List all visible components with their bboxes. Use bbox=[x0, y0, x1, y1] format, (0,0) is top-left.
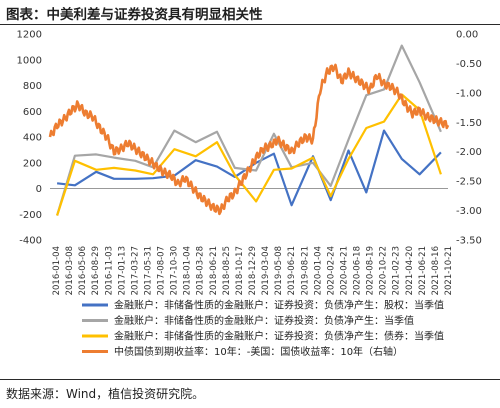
x-tick-label: 2018-12-29 bbox=[248, 246, 258, 295]
series-line-2 bbox=[56, 44, 442, 216]
x-tick-label: 2020-04-21 bbox=[340, 246, 350, 295]
x-tick-label: 2021-08-16 bbox=[431, 246, 441, 295]
legend-label: 金融账户：非储备性质的金融账户：证券投资：负债净产生：债券：当季值 bbox=[114, 330, 444, 343]
right-tick-label: -0.50 bbox=[456, 59, 482, 70]
x-tick-label: 2019-06-21 bbox=[287, 246, 297, 295]
left-tick-label: -400 bbox=[19, 236, 42, 247]
x-tick-label: 2021-04-20 bbox=[405, 246, 415, 295]
left-tick-label: 0 bbox=[36, 184, 42, 195]
legend: 金融账户：非储备性质的金融账户：证券投资：负债净产生：股权：当季值金融账户：非储… bbox=[82, 299, 444, 358]
chart-title: 图表：中美利差与证券投资具有明显相关性 bbox=[6, 7, 263, 23]
series-line-4 bbox=[48, 63, 450, 216]
x-tick-label: 2018-03-28 bbox=[196, 246, 206, 295]
data-source: 数据来源：Wind，植信投资研究院。 bbox=[6, 387, 205, 401]
x-tick-label: 2021-10-21 bbox=[444, 246, 454, 295]
right-tick-label: -3.00 bbox=[456, 206, 482, 217]
x-tick-label: 2019-08-21 bbox=[300, 246, 310, 295]
chart-canvas: 1200 1000 800 600 400 200 0 -200 -400 0.00 -0.50 -… bbox=[17, 30, 482, 359]
x-tick-label: 2018-06-21 bbox=[209, 246, 219, 295]
x-tick-label: 2018-08-25 bbox=[222, 246, 232, 295]
left-tick-label: 1000 bbox=[17, 55, 42, 66]
x-tick-label: 2016-05-06 bbox=[78, 246, 88, 295]
x-tick-label: 2016-01-04 bbox=[52, 246, 62, 295]
x-tick-label: 2020-10-22 bbox=[379, 246, 389, 295]
left-tick-label: 1200 bbox=[17, 30, 42, 41]
source-bar: 数据来源：Wind，植信投资研究院。 bbox=[0, 379, 500, 408]
series-layer bbox=[48, 44, 450, 216]
x-tick-label: 2017-05-31 bbox=[144, 246, 154, 295]
right-tick-label: -1.50 bbox=[456, 118, 482, 129]
legend-label: 金融账户：非储备性质的金融账户：证券投资：负债净产生：股权：当季值 bbox=[114, 299, 444, 312]
left-tick-label: -200 bbox=[19, 210, 42, 221]
x-tick-label: 2021-06-21 bbox=[418, 246, 428, 295]
x-tick-label: 2017-03-27 bbox=[130, 246, 140, 295]
left-tick-label: 200 bbox=[23, 158, 42, 169]
left-tick-label: 800 bbox=[23, 81, 42, 92]
series-line-3 bbox=[56, 93, 442, 216]
x-tick-label: 2020-02-24 bbox=[326, 246, 336, 295]
left-axis-ticks: 1200 1000 800 600 400 200 0 -200 -400 bbox=[17, 30, 42, 247]
x-tick-label: 2016-03-08 bbox=[65, 246, 75, 295]
x-tick-label: 2017-08-07 bbox=[157, 246, 167, 295]
x-tick-label: 2016-11-03 bbox=[104, 246, 114, 295]
x-tick-label: 2019-03-04 bbox=[261, 246, 271, 295]
left-tick-label: 600 bbox=[23, 107, 42, 118]
x-tick-label: 2018-01-04 bbox=[183, 246, 193, 295]
x-tick-label: 2020-01-04 bbox=[313, 246, 323, 295]
x-tick-label: 2017-01-13 bbox=[117, 246, 127, 295]
right-tick-label: -3.50 bbox=[456, 236, 482, 247]
x-tick-label: 2016-08-29 bbox=[91, 246, 101, 295]
right-tick-label: 0.00 bbox=[456, 30, 478, 41]
right-tick-label: -2.50 bbox=[456, 177, 482, 188]
legend-label: 中债国债到期收益率：10年：-美国：国债收益率：10年（右轴） bbox=[114, 345, 403, 358]
right-axis-ticks: 0.00 -0.50 -1.00 -1.50 -2.00 -2.50 -3.00 -3.50 bbox=[456, 30, 482, 247]
legend-label: 金融账户：非储备性质的金融账户：证券投资：负债净产生：当季值 bbox=[114, 314, 414, 327]
left-tick-label: 400 bbox=[23, 133, 42, 144]
x-tick-label: 2019-05-08 bbox=[274, 246, 284, 295]
x-axis-ticks: 2016-01-04 2016-03-08 2016-05-06 2016-08-29… bbox=[52, 246, 454, 295]
title-bar: 图表：中美利差与证券投资具有明显相关性 bbox=[0, 0, 500, 25]
x-tick-label: 2018-10-17 bbox=[235, 246, 245, 295]
x-tick-label: 2017-10-30 bbox=[170, 246, 180, 295]
x-tick-label: 2020-06-18 bbox=[353, 246, 363, 295]
x-tick-label: 2020-08-19 bbox=[366, 246, 376, 295]
right-tick-label: -2.00 bbox=[456, 147, 482, 158]
right-tick-label: -1.00 bbox=[456, 88, 482, 99]
x-tick-label: 2021-02-23 bbox=[392, 246, 402, 295]
